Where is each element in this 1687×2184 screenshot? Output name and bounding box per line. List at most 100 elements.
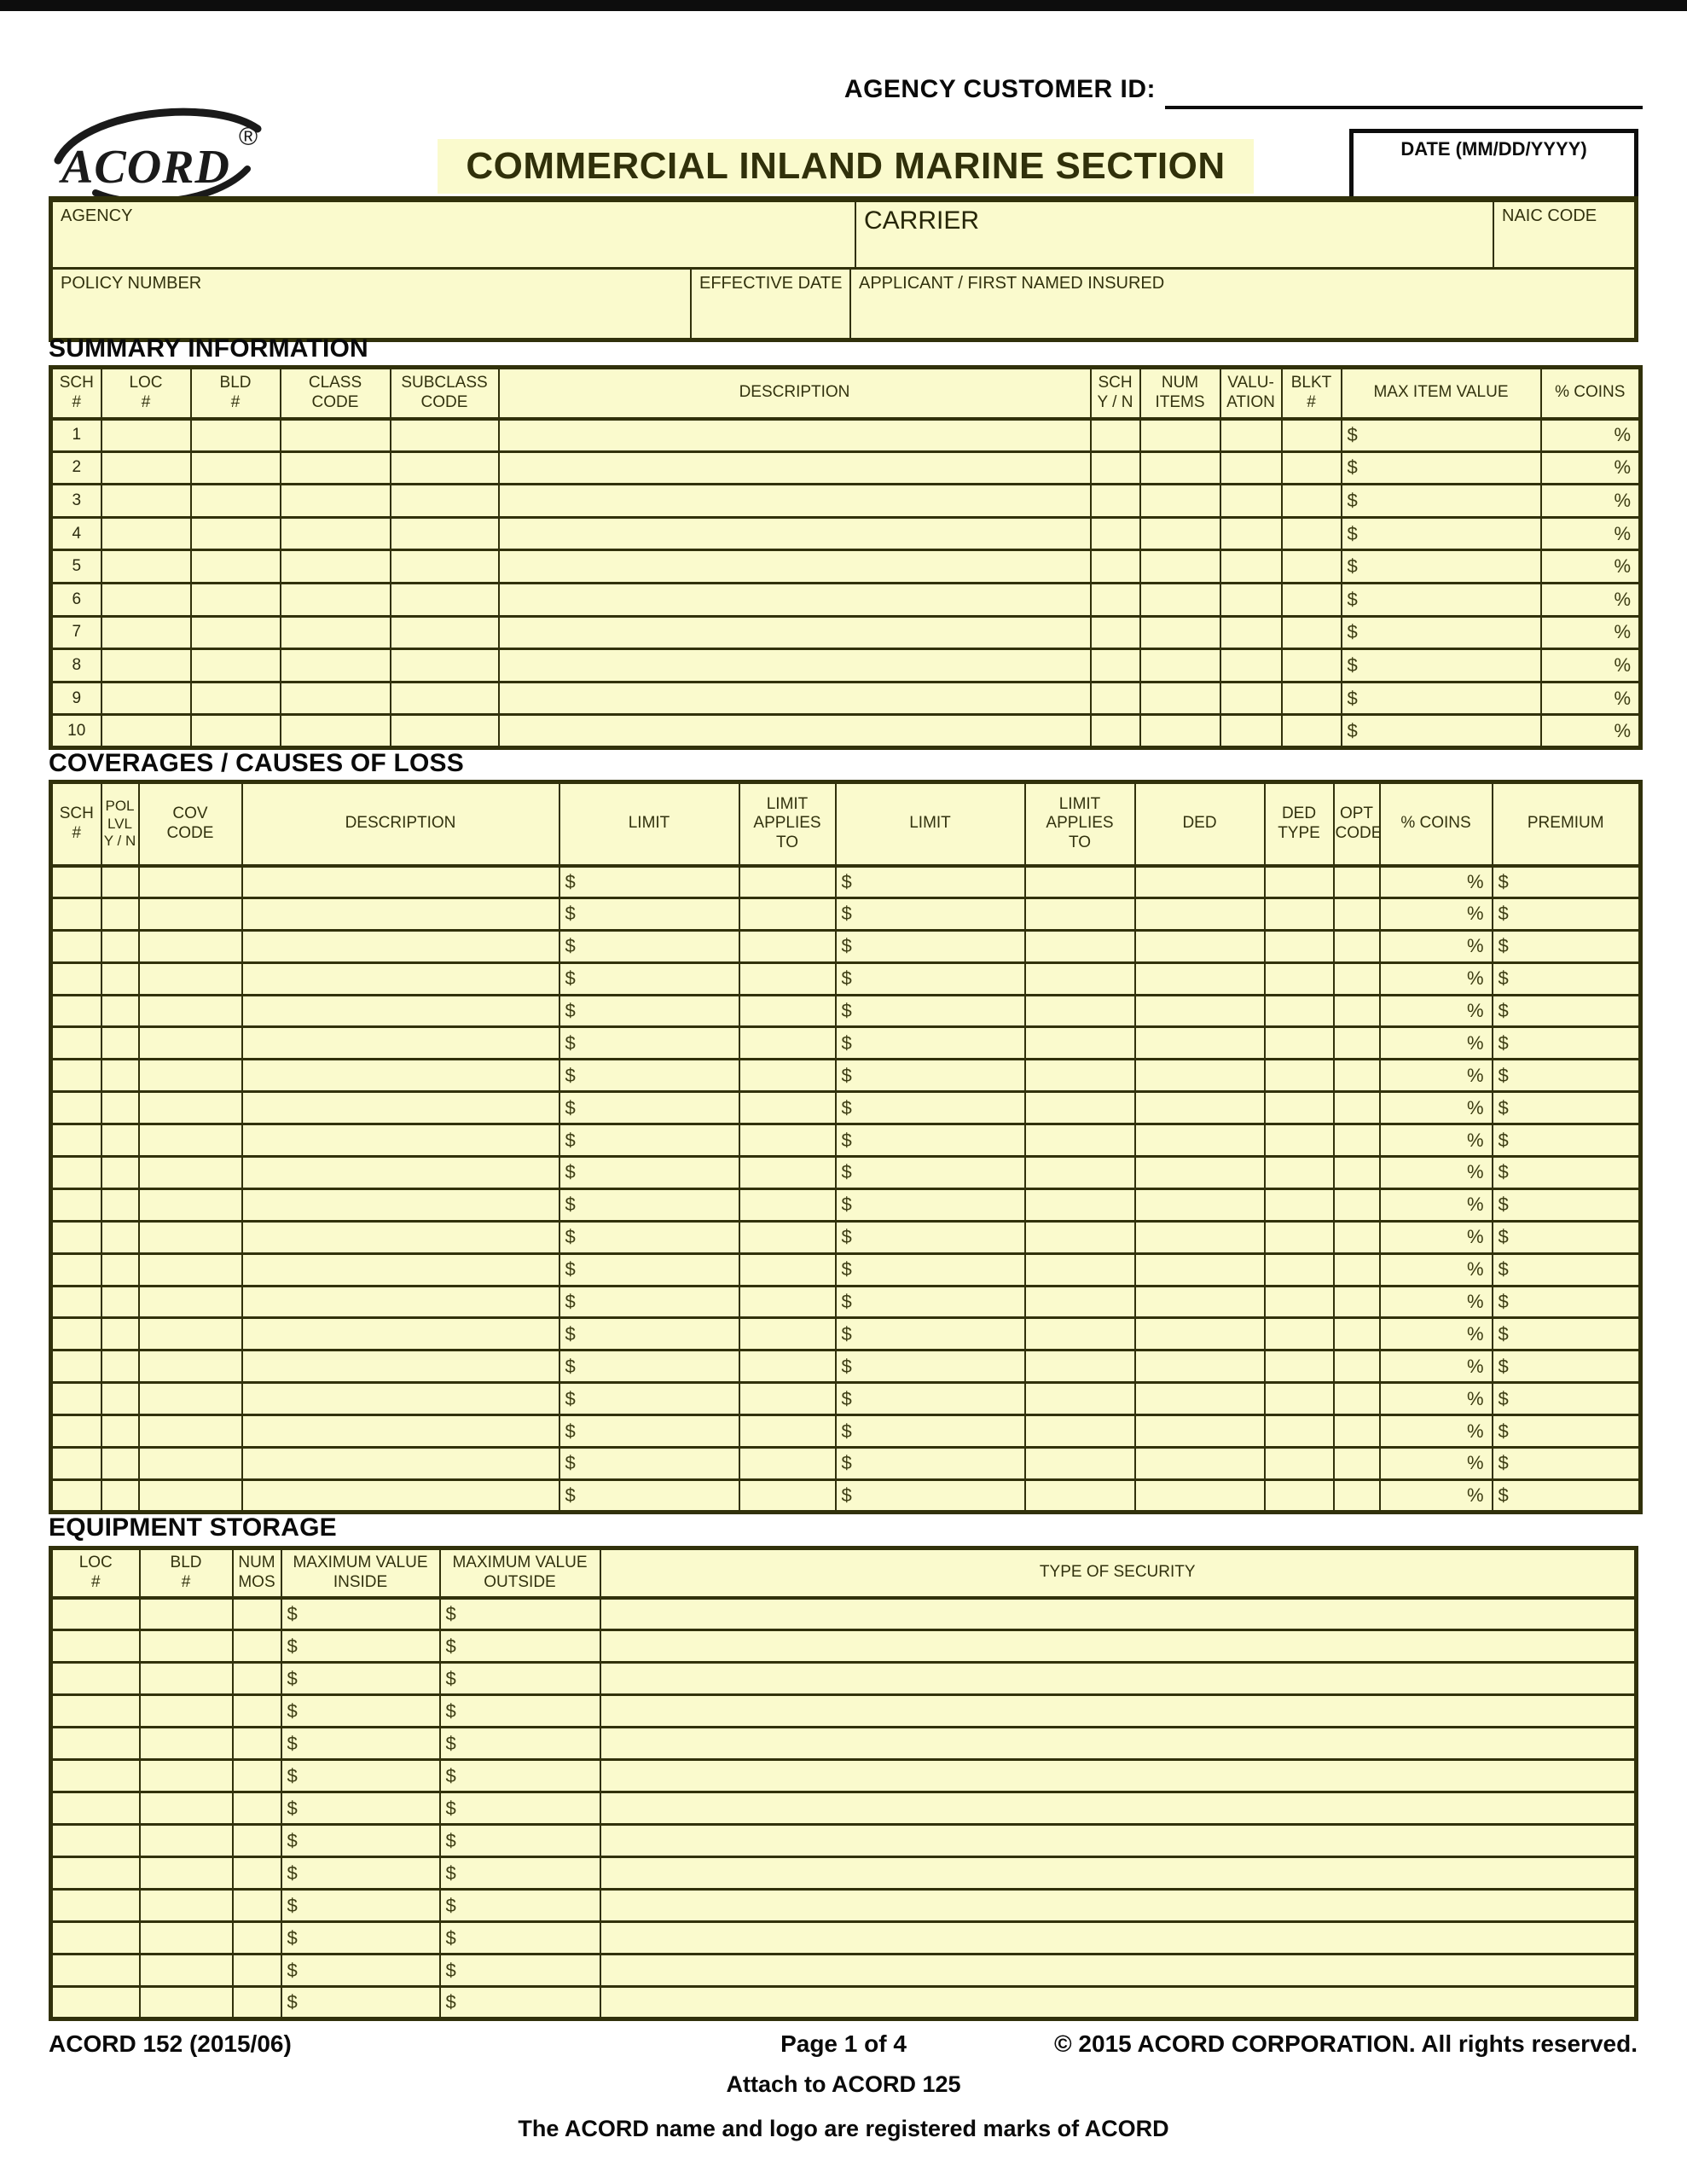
dollar-amount-cell[interactable]: $ — [1340, 450, 1542, 486]
input-cell[interactable] — [49, 1058, 102, 1094]
input-cell[interactable] — [279, 648, 391, 683]
input-cell[interactable] — [1332, 1381, 1381, 1417]
input-cell[interactable] — [389, 516, 500, 552]
dollar-amount-cell[interactable]: $ — [438, 1823, 601, 1858]
input-cell[interactable] — [389, 713, 500, 749]
input-cell[interactable] — [1280, 450, 1342, 486]
input-cell[interactable] — [49, 1726, 141, 1761]
input-cell[interactable] — [1023, 1220, 1136, 1255]
input-cell[interactable] — [138, 1985, 234, 2020]
input-cell[interactable] — [1332, 994, 1381, 1029]
input-cell[interactable] — [1332, 1316, 1381, 1352]
input-cell[interactable] — [1263, 1478, 1335, 1513]
input-cell[interactable] — [1263, 929, 1335, 964]
input-cell[interactable] — [137, 1349, 243, 1385]
input-cell[interactable] — [599, 1985, 1638, 2020]
dollar-amount-cell[interactable]: $ — [280, 1823, 441, 1858]
input-cell[interactable] — [1139, 648, 1221, 683]
input-cell[interactable] — [241, 1414, 560, 1449]
dollar-amount-cell[interactable]: $ — [1340, 713, 1542, 749]
dollar-amount-cell[interactable]: $ — [558, 1058, 740, 1094]
input-cell[interactable] — [100, 1058, 140, 1094]
input-cell[interactable] — [1023, 1349, 1136, 1385]
dollar-amount-cell[interactable]: $ — [1491, 1058, 1642, 1094]
effective-date-field[interactable]: EFFECTIVE DATE — [690, 270, 849, 338]
input-cell[interactable] — [497, 450, 1092, 486]
input-cell[interactable] — [1133, 1220, 1266, 1255]
input-cell[interactable] — [1280, 549, 1342, 584]
input-cell[interactable] — [138, 1758, 234, 1793]
dollar-amount-cell[interactable]: $ — [834, 1285, 1026, 1320]
input-cell[interactable] — [241, 1220, 560, 1255]
input-cell[interactable] — [738, 1285, 837, 1320]
dollar-amount-cell[interactable]: $ — [558, 929, 740, 964]
input-cell[interactable] — [599, 1920, 1638, 1955]
percent-cell[interactable]: % — [1378, 961, 1493, 996]
dollar-amount-cell[interactable]: $ — [1340, 549, 1542, 584]
input-cell[interactable] — [389, 615, 500, 651]
input-cell[interactable] — [138, 1856, 234, 1891]
input-cell[interactable] — [100, 961, 140, 996]
input-cell[interactable] — [1332, 1285, 1381, 1320]
input-cell[interactable] — [241, 1188, 560, 1223]
input-cell[interactable] — [738, 1414, 837, 1449]
input-cell[interactable] — [389, 483, 500, 519]
dollar-amount-cell[interactable]: $ — [558, 1155, 740, 1190]
input-cell[interactable] — [1139, 681, 1221, 717]
input-cell[interactable] — [231, 1629, 282, 1664]
dollar-amount-cell[interactable]: $ — [1491, 1188, 1642, 1223]
input-cell[interactable] — [241, 1252, 560, 1287]
percent-cell[interactable]: % — [1378, 1478, 1493, 1513]
input-cell[interactable] — [231, 1661, 282, 1696]
input-cell[interactable] — [231, 1856, 282, 1891]
percent-cell[interactable]: % — [1378, 1381, 1493, 1417]
input-cell[interactable] — [241, 1478, 560, 1513]
dollar-amount-cell[interactable]: $ — [280, 1758, 441, 1793]
input-cell[interactable] — [49, 1953, 141, 1988]
input-cell[interactable] — [49, 1596, 141, 1631]
input-cell[interactable] — [231, 1953, 282, 1988]
dollar-amount-cell[interactable]: $ — [1491, 1252, 1642, 1287]
input-cell[interactable] — [231, 1920, 282, 1955]
input-cell[interactable] — [1139, 516, 1221, 552]
input-cell[interactable] — [497, 582, 1092, 618]
input-cell[interactable] — [738, 1478, 837, 1513]
input-cell[interactable] — [49, 1758, 141, 1793]
input-cell[interactable] — [1023, 961, 1136, 996]
input-cell[interactable] — [189, 681, 281, 717]
dollar-amount-cell[interactable]: $ — [1491, 1316, 1642, 1352]
dollar-amount-cell[interactable]: $ — [558, 864, 740, 899]
input-cell[interactable] — [1332, 961, 1381, 996]
dollar-amount-cell[interactable]: $ — [438, 1661, 601, 1696]
input-cell[interactable] — [1332, 929, 1381, 964]
dollar-amount-cell[interactable]: $ — [1491, 994, 1642, 1029]
percent-cell[interactable]: % — [1539, 516, 1642, 552]
input-cell[interactable] — [231, 1888, 282, 1923]
input-cell[interactable] — [49, 1446, 102, 1481]
input-cell[interactable] — [599, 1596, 1638, 1631]
input-cell[interactable] — [100, 450, 192, 486]
dollar-amount-cell[interactable]: $ — [834, 1316, 1026, 1352]
input-cell[interactable] — [279, 681, 391, 717]
input-cell[interactable] — [1139, 450, 1221, 486]
input-cell[interactable] — [1332, 1090, 1381, 1126]
input-cell[interactable] — [49, 1661, 141, 1696]
input-cell[interactable] — [189, 549, 281, 584]
dollar-amount-cell[interactable]: $ — [558, 1349, 740, 1385]
input-cell[interactable] — [389, 681, 500, 717]
percent-cell[interactable]: % — [1539, 648, 1642, 683]
percent-cell[interactable]: % — [1378, 897, 1493, 932]
input-cell[interactable] — [1133, 929, 1266, 964]
input-cell[interactable] — [137, 1123, 243, 1159]
dollar-amount-cell[interactable]: $ — [558, 1478, 740, 1513]
dollar-amount-cell[interactable]: $ — [1340, 483, 1542, 519]
input-cell[interactable] — [1219, 681, 1283, 717]
input-cell[interactable] — [1219, 483, 1283, 519]
percent-cell[interactable]: % — [1539, 417, 1642, 453]
dollar-amount-cell[interactable]: $ — [834, 1155, 1026, 1190]
dollar-amount-cell[interactable]: $ — [1491, 1220, 1642, 1255]
dollar-amount-cell[interactable]: $ — [834, 1188, 1026, 1223]
input-cell[interactable] — [49, 1285, 102, 1320]
input-cell[interactable] — [137, 1058, 243, 1094]
dollar-amount-cell[interactable]: $ — [438, 1726, 601, 1761]
